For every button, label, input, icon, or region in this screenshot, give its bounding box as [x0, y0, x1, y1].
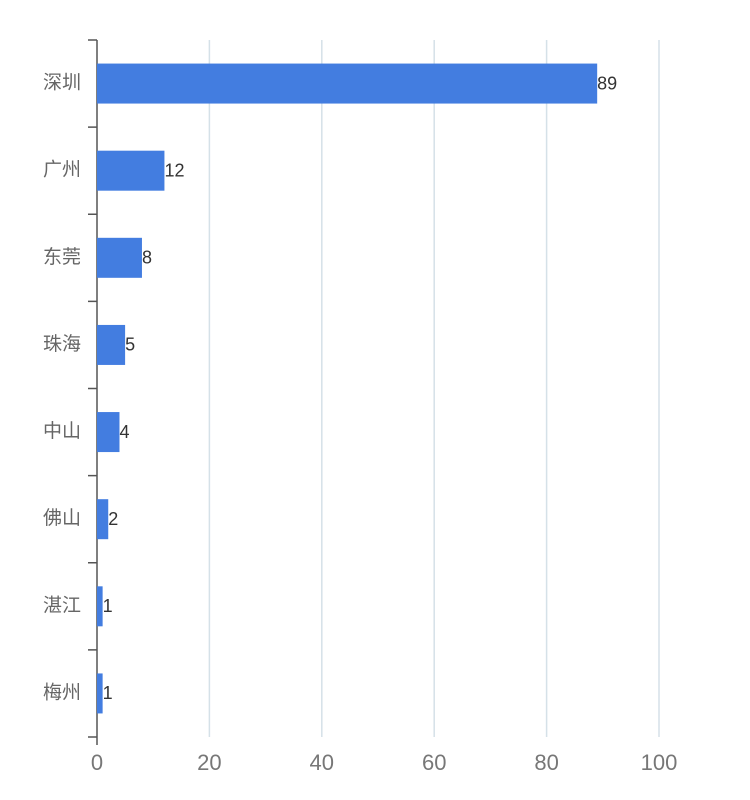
x-tick-label: 100: [641, 750, 678, 775]
value-label: 1: [103, 596, 113, 616]
y-tick-label: 珠海: [43, 333, 81, 355]
x-tick-label: 60: [422, 750, 446, 775]
y-tick-label: 湛江: [43, 594, 81, 616]
value-label: 12: [164, 160, 184, 180]
value-label: 5: [125, 335, 135, 355]
bar: [97, 412, 120, 453]
x-tick-label: 20: [197, 750, 221, 775]
x-tick-label: 0: [91, 750, 103, 775]
value-label: 8: [142, 248, 152, 268]
bar: [97, 237, 142, 278]
y-tick-label: 中山: [43, 420, 81, 442]
value-label: 89: [597, 73, 617, 93]
y-tick-label: 梅州: [43, 681, 81, 703]
value-label: 2: [108, 509, 118, 529]
x-tick-label: 40: [310, 750, 334, 775]
bar: [97, 499, 109, 540]
value-label: 4: [119, 422, 129, 442]
value-label: 1: [103, 683, 113, 703]
x-tick-label: 80: [534, 750, 558, 775]
bar: [97, 63, 598, 104]
bar: [97, 673, 103, 714]
bar: [97, 586, 103, 627]
y-tick-label: 深圳: [43, 72, 81, 94]
bar: [97, 150, 165, 191]
y-tick-label: 东莞: [43, 246, 81, 268]
y-tick-label: 广州: [43, 159, 81, 181]
y-tick-label: 佛山: [43, 507, 81, 529]
bar: [97, 324, 126, 365]
